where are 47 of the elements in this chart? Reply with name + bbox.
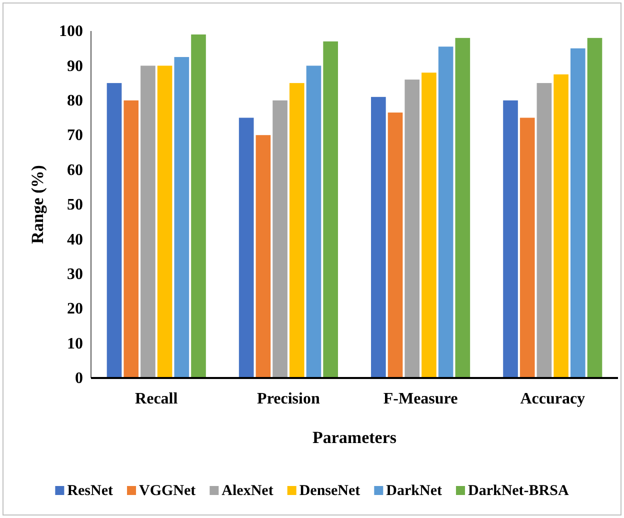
legend-label: DarkNet-BRSA: [468, 483, 569, 499]
bar: [323, 41, 338, 378]
legend-label: DarkNet: [386, 483, 442, 499]
x-tick-label: F-Measure: [383, 390, 458, 408]
y-tick-label: 90: [67, 58, 83, 75]
y-tick-label: 80: [67, 92, 83, 110]
bar: [124, 100, 139, 378]
bar: [256, 135, 271, 378]
bar: [587, 38, 602, 378]
bar: [174, 57, 190, 378]
y-tick-label: 70: [67, 127, 83, 144]
y-tick-label: 40: [67, 231, 83, 248]
y-tick-label: 20: [67, 300, 83, 318]
y-axis-title: Range (%): [28, 165, 47, 244]
y-tick-label: 0: [75, 370, 83, 388]
bar: [536, 83, 552, 378]
y-tick-label: 100: [59, 23, 83, 40]
bar: [422, 72, 436, 378]
bar: [157, 66, 172, 378]
legend-label: ResNet: [67, 483, 114, 499]
bar: [404, 80, 420, 378]
bar: [106, 83, 122, 378]
bar: [438, 46, 454, 378]
x-tick-label: Accuracy: [520, 390, 586, 408]
legend-label: VGGNet: [139, 483, 196, 499]
bar: [570, 48, 586, 378]
y-tick-label: 60: [67, 162, 83, 179]
bar: [289, 83, 304, 378]
bar: [238, 118, 254, 378]
bar: [388, 112, 403, 378]
bar: [520, 118, 535, 378]
y-tick-label: 50: [67, 196, 83, 214]
bar: [455, 38, 470, 378]
bar: [140, 66, 156, 378]
y-tick-label: 10: [67, 335, 83, 352]
x-tick-label: Precision: [257, 390, 320, 408]
bar: [554, 74, 568, 378]
y-tick-label: 30: [67, 266, 83, 284]
x-axis-title: Parameters: [312, 428, 397, 447]
legend-label: AlexNet: [222, 483, 274, 499]
bar: [191, 34, 206, 378]
bar: [306, 66, 322, 378]
bar: [272, 100, 288, 378]
bar: [503, 100, 518, 378]
legend-label: DenseNet: [299, 483, 360, 499]
x-tick-label: Recall: [135, 390, 178, 408]
bar: [371, 96, 386, 378]
